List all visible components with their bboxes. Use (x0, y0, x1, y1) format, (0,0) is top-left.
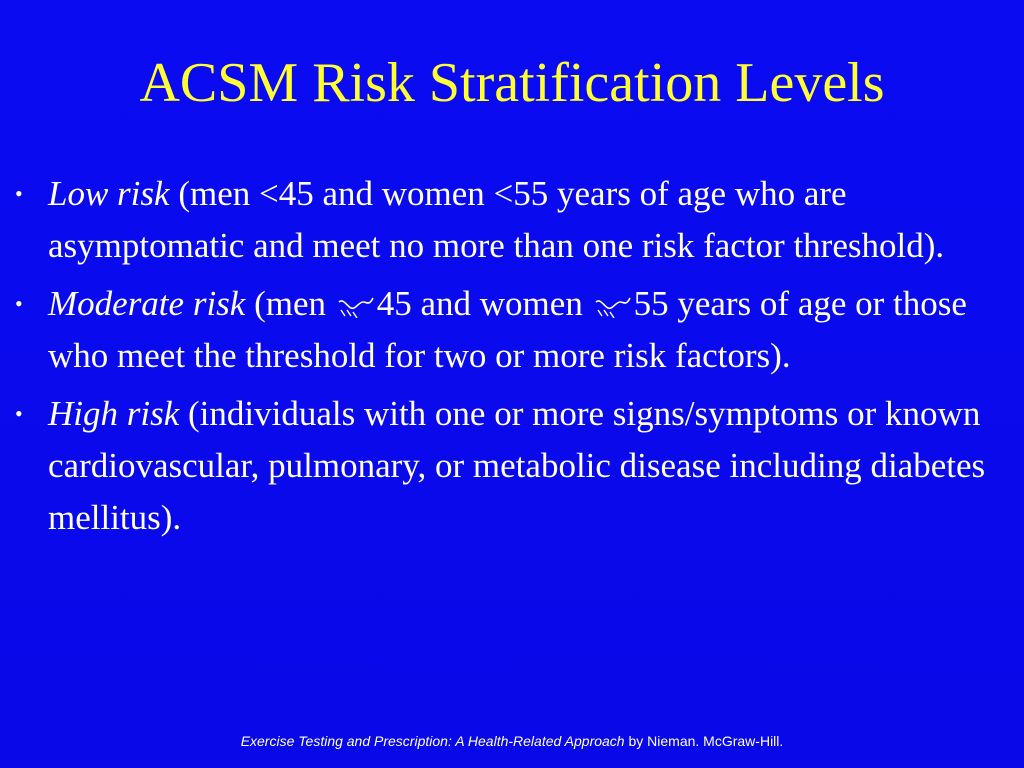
bullet-moderate-risk: • Moderate risk (men 45 and women 55 yea… (0, 278, 1024, 382)
bullet-text-part: (men (245, 284, 335, 323)
bullet-term: Low risk (48, 174, 170, 213)
citation-rest: by Nieman. McGraw-Hill. (624, 733, 784, 749)
bullet-dot-icon: • (15, 181, 23, 206)
bullet-high-risk: • High risk (individuals with one or mor… (0, 388, 1024, 544)
citation-book-title: Exercise Testing and Prescription: A Hea… (240, 733, 625, 749)
bullet-dot-icon: • (15, 291, 23, 316)
bullet-term: Moderate risk (48, 284, 246, 323)
bullet-term: High risk (48, 394, 180, 433)
bullet-text-part: 45 and women (376, 284, 592, 323)
bullet-list: • Low risk (men <45 and women <55 years … (0, 168, 1024, 550)
missing-glyph-icon (337, 296, 375, 318)
bullet-low-risk: • Low risk (men <45 and women <55 years … (0, 168, 1024, 272)
bullet-text: (men <45 and women <55 years of age who … (48, 174, 945, 265)
bullet-text-part: 55 years of age or those who meet the th… (48, 284, 967, 375)
citation-footer: Exercise Testing and Prescription: A Hea… (0, 732, 1024, 750)
missing-glyph-icon (594, 296, 632, 318)
bullet-dot-icon: • (15, 401, 23, 426)
bullet-text: (individuals with one or more signs/symp… (48, 394, 986, 537)
slide-title: ACSM Risk Stratification Levels (139, 52, 885, 114)
